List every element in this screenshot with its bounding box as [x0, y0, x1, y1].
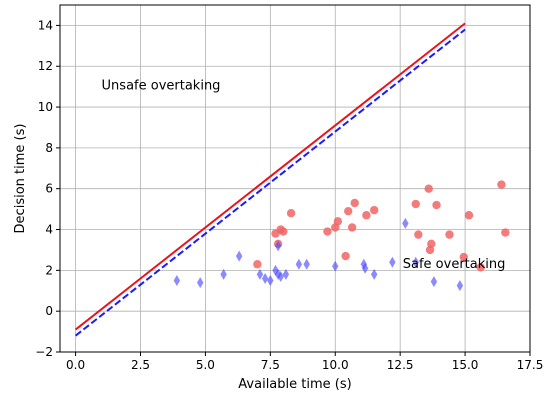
unsafe-overtaking-label: Unsafe overtaking: [102, 79, 221, 94]
y-tick-label: 10: [38, 100, 53, 114]
y-axis-label: Decision time (s): [13, 124, 28, 234]
blue-diamond-point: [430, 276, 438, 288]
blue-diamond-point: [361, 262, 369, 274]
x-tick-label: 12.5: [387, 358, 414, 372]
blue-diamond-point: [402, 217, 409, 229]
solid-threshold-line: [74, 22, 466, 331]
y-tick-label: 0: [45, 304, 53, 318]
blue-diamond-point: [456, 280, 464, 292]
blue-diamond-point: [332, 260, 339, 272]
safe-point: [253, 260, 262, 269]
y-tick-label: −2: [35, 345, 53, 359]
safe-point: [286, 209, 296, 218]
blue-diamond-point: [274, 240, 282, 252]
blue-diamond-point: [389, 256, 396, 268]
safe-point: [323, 227, 332, 236]
safe-point: [411, 199, 420, 209]
axis-ticks: 0.0 2.5 5.0 7.5 10.0 12.5 15.0 17.5 −2 0 2 4 6 8 10 12 1…: [35, 18, 543, 372]
x-tick-label: 15.0: [452, 358, 479, 372]
safe-point: [344, 206, 353, 216]
annotations: Unsafe overtaking Safe overtaking: [102, 79, 506, 273]
blue-diamond-point: [412, 256, 419, 268]
blue-diamond-point: [197, 277, 204, 289]
blue-diamond-point: [277, 270, 284, 282]
blue-diamond-point: [303, 258, 310, 270]
blue-diamond-point: [235, 250, 243, 262]
safe-point: [347, 223, 357, 232]
safe-point: [459, 252, 468, 262]
safe-overtaking-label: Safe overtaking: [403, 257, 506, 272]
y-tick-label: 4: [45, 223, 53, 237]
blue-diamond-point: [282, 268, 290, 280]
x-tick-label: 2.5: [131, 358, 150, 372]
y-tick-label: 14: [38, 18, 53, 32]
grid-lines: [60, 5, 531, 353]
safe-point: [350, 198, 359, 208]
dashed-threshold-line: [74, 28, 466, 337]
blue-diamond-point: [173, 275, 181, 287]
blue-diamond-point: [267, 275, 274, 287]
safe-point: [341, 251, 350, 261]
blue-diamond-point: [256, 268, 264, 280]
axes-frame: [59, 4, 531, 353]
safe-point: [476, 263, 485, 272]
x-tick-label: 17.5: [517, 358, 544, 372]
safe-point: [362, 211, 371, 220]
plot-area: [74, 22, 510, 337]
x-tick-label: 0.0: [66, 358, 85, 372]
safe-point: [445, 230, 454, 239]
blue-diamond-point: [261, 273, 269, 285]
x-tick-label: 10.0: [322, 358, 349, 372]
safe-point: [424, 184, 433, 193]
y-tick-label: 6: [45, 182, 53, 196]
x-axis-label: Available time (s): [238, 377, 351, 392]
blue-diamond-point: [370, 268, 378, 280]
safe-point: [464, 211, 474, 220]
safe-point: [369, 205, 379, 215]
y-tick-label: 12: [38, 59, 53, 73]
safe-point: [501, 228, 510, 237]
safe-point: [414, 230, 423, 239]
y-tick-label: 8: [45, 141, 53, 155]
blue-diamond-point: [220, 268, 227, 280]
safe-point: [279, 227, 288, 236]
safe-point: [497, 180, 506, 189]
x-tick-label: 7.5: [261, 358, 280, 372]
blue-diamond-point: [295, 258, 303, 270]
x-tick-label: 5.0: [196, 358, 215, 372]
safe-point: [427, 239, 436, 249]
safe-point: [432, 200, 441, 210]
y-tick-label: 2: [45, 263, 53, 277]
safe-point: [333, 217, 343, 226]
